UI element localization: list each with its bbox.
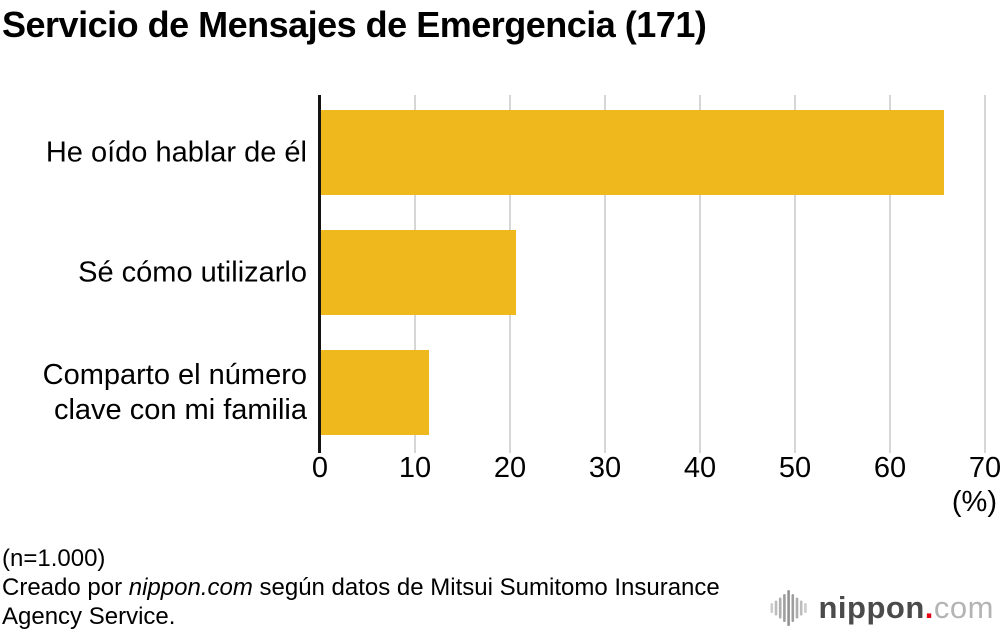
x-axis-unit-label: (%) [951, 486, 997, 518]
bar-0 [321, 110, 945, 195]
category-label-2: Comparto el número clave con mi familia [42, 358, 307, 426]
bar-1 [321, 230, 516, 315]
sample-size-note: (n=1.000) [2, 545, 106, 572]
nippon-logo: nippon.com [770, 586, 995, 630]
nippon-logo-text: nippon.com [819, 590, 995, 626]
gridline-x-50 [794, 95, 796, 453]
logo-wordmark: nippon [818, 590, 925, 625]
x-tick-label-10: 10 [398, 452, 432, 484]
gridline-x-40 [699, 95, 701, 453]
gridline-x-30 [604, 95, 606, 453]
nippon-logo-soundwave-icon [770, 590, 807, 626]
credit-suffix: según datos de Mitsui Sumitomo Insurance… [2, 574, 720, 630]
x-tick-label-20: 20 [493, 452, 527, 484]
x-tick-label-70: 70 [968, 452, 1000, 484]
credit-prefix: Creado por [2, 574, 129, 601]
x-tick-label-40: 40 [683, 452, 717, 484]
plot-area [318, 95, 986, 453]
footer-note: (n=1.000) Creado por nippon.com según da… [2, 544, 792, 631]
x-tick-label-60: 60 [873, 452, 907, 484]
bar-2 [321, 350, 430, 435]
credit-note: Creado por nippon.com según datos de Mit… [2, 573, 792, 631]
logo-tld: com [933, 590, 994, 625]
x-tick-label-50: 50 [778, 452, 812, 484]
y-axis-line [318, 95, 321, 453]
category-label-0: He oído hablar de él [45, 136, 307, 168]
x-tick-label-0: 0 [311, 452, 329, 484]
x-tick-label-30: 30 [588, 452, 622, 484]
gridline-x-70 [984, 95, 986, 453]
credit-source: nippon.com [128, 574, 253, 601]
category-label-1: Sé cómo utilizarlo [78, 256, 307, 288]
logo-dot: . [924, 590, 934, 625]
gridline-x-60 [889, 95, 891, 453]
chart-title: Servicio de Mensajes de Emergencia (171) [2, 4, 707, 45]
